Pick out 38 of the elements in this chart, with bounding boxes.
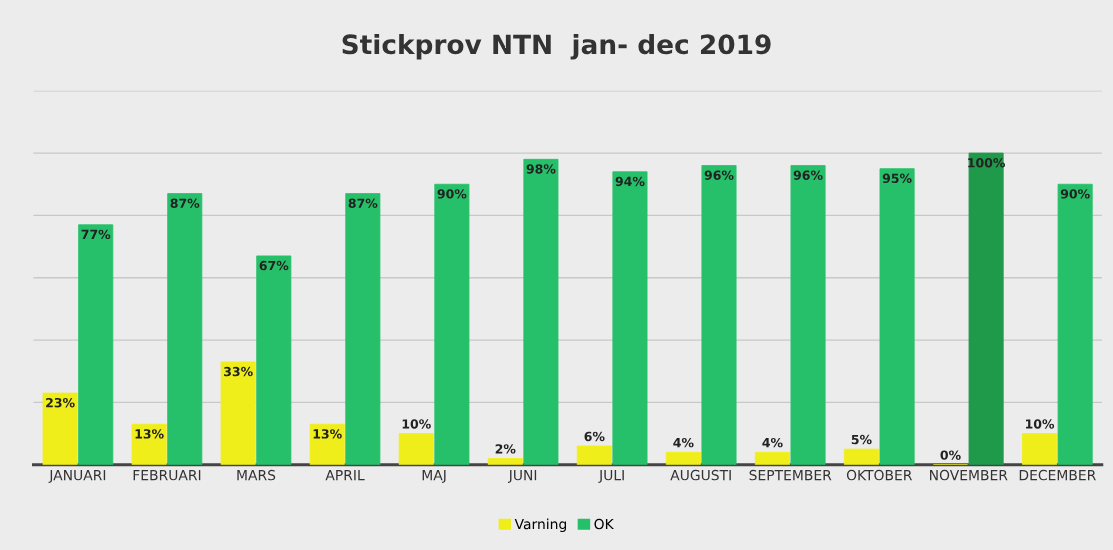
data-label: 96%: [704, 170, 734, 180]
data-label: 87%: [348, 198, 378, 208]
legend-label: OK: [594, 518, 614, 530]
x-tick-label: NOVEMBER: [930, 469, 1008, 481]
data-label: 77%: [81, 229, 111, 240]
data-label: 13%: [135, 429, 164, 439]
data-label: 87%: [170, 198, 200, 208]
x-tick-label: MARS: [237, 469, 276, 481]
data-label: 96%: [793, 170, 823, 180]
data-label: 5%: [851, 434, 872, 445]
data-label: 98%: [526, 164, 556, 174]
data-label: 90%: [1060, 189, 1090, 199]
data-label: 2%: [495, 444, 516, 454]
x-tick-label: JULI: [598, 470, 624, 483]
x-tick-label: JANUARI: [48, 470, 106, 483]
data-label: 67%: [259, 260, 289, 271]
chart-title: Stickprov NTN jan- dec 2019: [342, 33, 771, 60]
x-tick-label: JUNI: [508, 470, 537, 483]
data-label: 23%: [46, 397, 75, 408]
x-tick-label: DECEMBER: [1019, 469, 1096, 481]
data-label: 0%: [940, 450, 961, 460]
x-tick-label: FEBRUARI: [133, 470, 201, 481]
x-tick-label: OKTOBER: [846, 469, 913, 481]
x-tick-label: MAJ: [422, 470, 446, 483]
data-label: 10%: [402, 419, 431, 429]
data-label: 4%: [673, 437, 694, 448]
data-label: 95%: [882, 173, 912, 184]
data-label: 4%: [762, 437, 783, 448]
data-label: 10%: [1025, 419, 1055, 429]
x-tick-label: SEPTEMBER: [749, 469, 832, 481]
data-label: 33%: [224, 366, 253, 377]
data-label: 6%: [584, 431, 605, 442]
data-label: 94%: [615, 176, 645, 187]
data-label: 90%: [437, 189, 467, 199]
x-tick-label: APRIL: [325, 470, 365, 481]
data-label: 13%: [313, 429, 342, 439]
legend-label: Varning: [514, 518, 566, 532]
x-tick-label: AUGUSTI: [670, 469, 731, 481]
